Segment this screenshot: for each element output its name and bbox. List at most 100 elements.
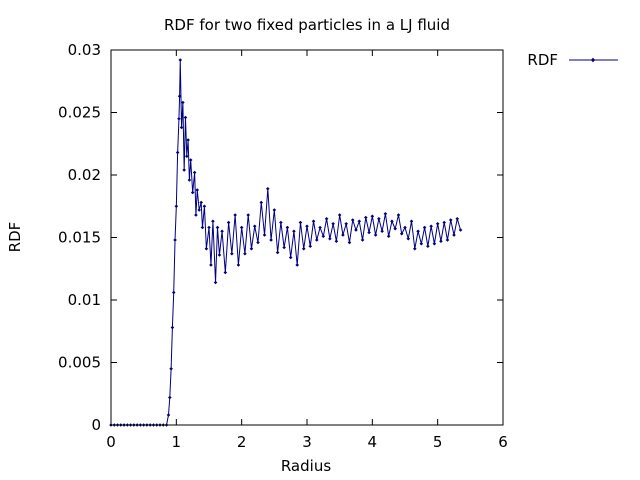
- data-point: [386, 234, 391, 239]
- data-point: [177, 94, 182, 99]
- data-point: [396, 213, 401, 217]
- data-point: [220, 229, 224, 234]
- data-point: [215, 225, 220, 230]
- x-tick-label: 6: [498, 433, 508, 451]
- data-point: [246, 213, 250, 217]
- data-point: [239, 225, 244, 230]
- data-point: [357, 219, 362, 224]
- data-point: [199, 200, 203, 205]
- data-point: [383, 211, 388, 216]
- data-point: [380, 229, 384, 234]
- data-point: [298, 220, 303, 225]
- data-point: [181, 100, 185, 105]
- data-point: [282, 245, 286, 250]
- y-tick-label: 0: [91, 416, 101, 434]
- data-point: [370, 214, 375, 219]
- data-point: [249, 246, 254, 251]
- legend: RDF: [527, 51, 618, 69]
- data-point: [442, 220, 446, 225]
- data-point: [452, 233, 456, 237]
- data-point: [252, 224, 257, 229]
- data-point: [334, 239, 339, 244]
- data-point: [285, 225, 290, 230]
- data-point: [390, 219, 394, 224]
- x-axis-label: Radius: [281, 457, 331, 475]
- y-axis-ticks: 0 0.005 0.01 0.015 0.02 0.025 0.03: [58, 41, 503, 434]
- data-point: [186, 138, 190, 142]
- data-point: [204, 246, 209, 251]
- series-layer: [109, 58, 463, 427]
- data-point: [230, 251, 234, 256]
- data-point: [292, 229, 296, 234]
- x-axis-ticks: 0 1 2 3 4 5 6: [106, 50, 508, 451]
- data-point: [171, 290, 176, 295]
- data-point: [209, 263, 213, 267]
- data-point: [169, 366, 173, 371]
- data-point: [406, 236, 411, 241]
- data-point: [192, 170, 197, 175]
- data-point: [202, 204, 207, 209]
- data-point: [200, 225, 205, 230]
- data-point: [179, 125, 184, 130]
- legend-marker-rdf: [590, 57, 596, 63]
- data-point: [337, 213, 342, 217]
- data-point: [419, 241, 424, 246]
- data-point: [187, 178, 192, 182]
- data-point: [341, 233, 345, 237]
- data-point: [377, 216, 381, 221]
- data-point: [458, 228, 463, 232]
- data-point: [194, 213, 198, 217]
- data-point: [399, 231, 404, 236]
- data-point: [213, 280, 218, 285]
- data-point: [275, 250, 280, 255]
- data-point: [305, 224, 309, 229]
- data-point: [197, 208, 201, 212]
- data-point: [195, 188, 200, 192]
- data-point: [403, 225, 407, 230]
- data-point: [432, 241, 437, 246]
- data-point: [367, 230, 371, 235]
- data-point: [439, 239, 443, 244]
- data-point: [279, 220, 283, 225]
- data-point: [301, 246, 306, 251]
- x-tick-label: 3: [302, 433, 312, 451]
- data-point: [435, 221, 440, 226]
- data-point: [256, 240, 260, 245]
- data-point: [455, 216, 460, 221]
- data-point: [226, 220, 231, 225]
- data-point: [259, 200, 264, 205]
- data-point: [190, 190, 195, 195]
- x-tick-label: 4: [368, 433, 378, 451]
- chart-title: RDF for two fixed particles in a LJ flui…: [164, 16, 450, 34]
- data-point: [311, 219, 316, 224]
- y-tick-label: 0.015: [58, 229, 101, 247]
- plot-frame: [110, 49, 504, 426]
- legend-label-rdf: RDF: [527, 51, 558, 69]
- data-point: [445, 238, 450, 242]
- data-point: [344, 221, 348, 226]
- data-point: [170, 325, 175, 330]
- data-point: [347, 240, 352, 245]
- data-point: [175, 150, 180, 155]
- data-point: [266, 186, 270, 191]
- y-tick-label: 0.025: [58, 104, 101, 122]
- data-point: [321, 234, 326, 239]
- data-point: [184, 154, 189, 159]
- data-point: [262, 233, 267, 237]
- data-point: [178, 58, 183, 62]
- data-point: [409, 219, 414, 224]
- data-point: [393, 226, 397, 231]
- data-point: [364, 215, 368, 220]
- data-point: [350, 218, 355, 222]
- data-point: [272, 208, 277, 212]
- data-point: [448, 218, 453, 222]
- data-point: [217, 253, 222, 257]
- data-point: [360, 238, 365, 242]
- data-point: [426, 244, 430, 249]
- data-point: [168, 395, 172, 400]
- data-point: [331, 221, 335, 226]
- data-point: [269, 238, 273, 242]
- data-point: [422, 225, 427, 230]
